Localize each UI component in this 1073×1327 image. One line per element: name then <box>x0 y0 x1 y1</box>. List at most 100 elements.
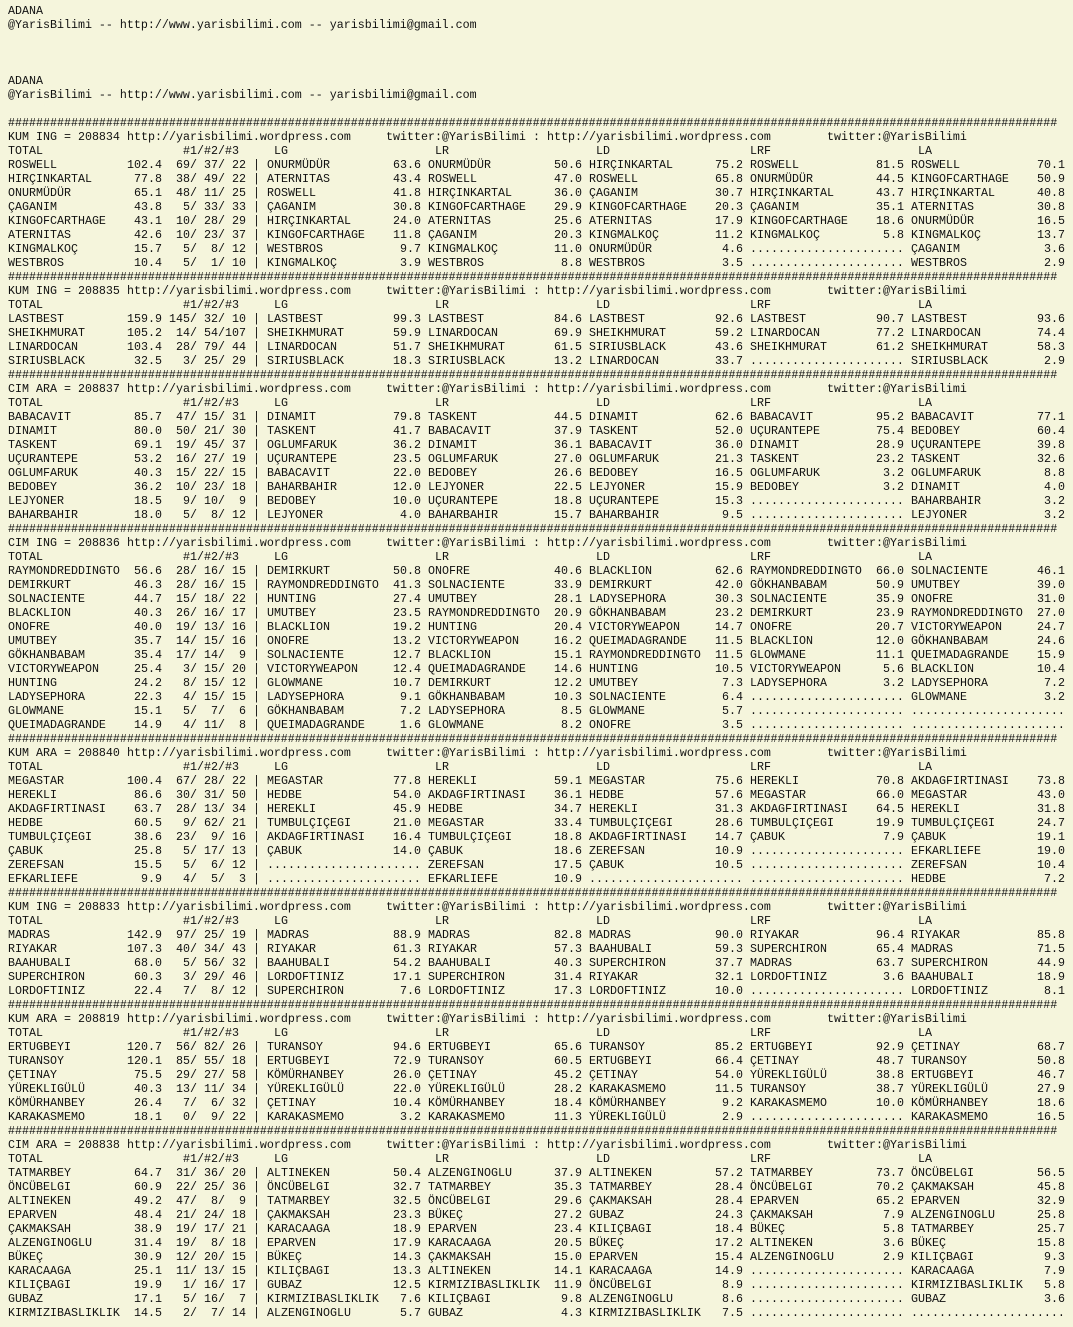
site-link[interactable]: http://yarisbilimi.wordpress.com <box>127 382 351 396</box>
ld-horse-name: BEDOBEY <box>589 466 638 480</box>
lrf-horse-name: OGLUMFARUK <box>750 466 820 480</box>
la-horse-name: VICTORYWEAPON <box>911 620 1002 634</box>
twitter-handle[interactable]: twitter:@YarisBilimi <box>386 900 526 914</box>
ld-horse-name: VICTORYWEAPON <box>589 620 680 634</box>
horse-name: TATMARBEY <box>8 1166 71 1180</box>
horse-name: EPARVEN <box>8 1208 57 1222</box>
row-divider: | <box>253 480 260 494</box>
lrf-horse-name: ONOFRE <box>750 620 792 634</box>
lrf-score: 7.9 <box>883 830 904 844</box>
row-divider: | <box>253 592 260 606</box>
la-score: 73.8 <box>1037 774 1065 788</box>
lg-horse-name: BAHARBAHIR <box>267 480 337 494</box>
lr-horse-name: HIRÇINKARTAL <box>428 186 512 200</box>
horse-name: BLACKLION <box>8 606 71 620</box>
ld-horse-name: TUMBULÇIÇEGI <box>589 816 673 830</box>
total-score: 53.2 <box>134 452 162 466</box>
lrf-score: 18.6 <box>876 214 904 228</box>
twitter-handle[interactable]: twitter:@YarisBilimi <box>827 130 967 144</box>
intro-title-line: ADANA <box>8 4 1073 18</box>
la-score: 3.2 <box>1044 690 1065 704</box>
lr-horse-name: ÖNCÜBELGI <box>428 1194 491 1208</box>
wins-count: 10/ 28/ 29 <box>169 214 246 228</box>
lr-score: 29.6 <box>554 1194 582 1208</box>
horse-name: ROSWELL <box>8 158 57 172</box>
twitter-handle[interactable]: twitter:@YarisBilimi <box>827 1138 967 1152</box>
la-score: 18.6 <box>1037 1096 1065 1110</box>
la-score: 7.2 <box>1044 872 1065 886</box>
header-la: LA <box>918 1152 932 1166</box>
twitter-handle[interactable]: twitter:@YarisBilimi <box>827 746 967 760</box>
site-link[interactable]: http://yarisbilimi.wordpress.com <box>547 284 771 298</box>
lg-score: 10.7 <box>393 676 421 690</box>
twitter-handle[interactable]: twitter:@YarisBilimi <box>827 382 967 396</box>
twitter-handle[interactable]: twitter:@YarisBilimi <box>827 536 967 550</box>
twitter-handle[interactable]: twitter:@YarisBilimi <box>386 284 526 298</box>
lrf-score: 38.8 <box>876 1068 904 1082</box>
twitter-handle[interactable]: twitter:@YarisBilimi <box>386 536 526 550</box>
horse-name: BÜKEÇ <box>8 1250 43 1264</box>
lr-score: 27.2 <box>554 1208 582 1222</box>
site-link[interactable]: http://yarisbilimi.wordpress.com <box>547 900 771 914</box>
twitter-handle[interactable]: twitter:@YarisBilimi <box>386 130 526 144</box>
site-link[interactable]: http://yarisbilimi.wordpress.com <box>547 1012 771 1026</box>
lg-horse-name: ONURMÜDÜR <box>267 158 330 172</box>
la-horse-name: ÇAKMAKSAH <box>911 1180 974 1194</box>
section-title-line: CIM ING = 208836 http://yarisbilimi.wordp… <box>8 536 1073 550</box>
header-lg: LG <box>274 144 288 158</box>
site-link[interactable]: http://yarisbilimi.wordpress.com <box>127 1012 351 1026</box>
lg-score: 23.5 <box>393 606 421 620</box>
site-link[interactable]: http://yarisbilimi.wordpress.com <box>127 1138 351 1152</box>
wins-count: 40/ 34/ 43 <box>169 942 246 956</box>
twitter-handle[interactable]: twitter:@YarisBilimi <box>386 382 526 396</box>
la-score: 19.1 <box>1037 830 1065 844</box>
lg-score: 22.0 <box>393 466 421 480</box>
twitter-handle[interactable]: twitter:@YarisBilimi <box>386 746 526 760</box>
lg-horse-name: ÇAGANIM <box>267 200 316 214</box>
header-lg: LG <box>274 914 288 928</box>
la-score: 13.7 <box>1037 228 1065 242</box>
site-link[interactable]: http://yarisbilimi.wordpress.com <box>127 130 351 144</box>
total-score: 25.8 <box>134 844 162 858</box>
la-score: 77.1 <box>1037 410 1065 424</box>
lrf-horse-name: ÖNCÜBELGI <box>750 1180 813 1194</box>
wins-count: 3/ 15/ 20 <box>169 662 246 676</box>
site-link[interactable]: http://yarisbilimi.wordpress.com <box>127 746 351 760</box>
total-score: 56.6 <box>134 564 162 578</box>
total-score: 100.4 <box>127 774 162 788</box>
site-link[interactable]: http://yarisbilimi.wordpress.com <box>127 536 351 550</box>
la-score: 46.1 <box>1037 564 1065 578</box>
ld-score: 10.5 <box>715 662 743 676</box>
site-link[interactable]: http://yarisbilimi.wordpress.com <box>127 284 351 298</box>
la-horse-name: ÇAGANIM <box>911 242 960 256</box>
lr-score: 27.0 <box>554 452 582 466</box>
site-link[interactable]: http://yarisbilimi.wordpress.com <box>127 900 351 914</box>
la-score: 70.1 <box>1037 158 1065 172</box>
site-link[interactable]: http://yarisbilimi.wordpress.com <box>547 746 771 760</box>
lg-score: 88.9 <box>393 928 421 942</box>
wins-count: 8/ 15/ 12 <box>169 676 246 690</box>
lrf-score: 50.9 <box>876 578 904 592</box>
twitter-handle[interactable]: twitter:@YarisBilimi <box>827 1012 967 1026</box>
site-link[interactable]: http://yarisbilimi.wordpress.com <box>547 1138 771 1152</box>
site-link[interactable]: http://yarisbilimi.wordpress.com <box>547 536 771 550</box>
twitter-handle[interactable]: twitter:@YarisBilimi <box>386 1012 526 1026</box>
lg-horse-name: SHEIKHMURAT <box>267 326 344 340</box>
lr-horse-name: QUEIMADAGRANDE <box>428 662 526 676</box>
table-row: HIRÇINKARTAL 77.8 38/ 49/ 22 | ATERNITAS 43.… <box>8 172 1073 186</box>
site-link[interactable]: http://yarisbilimi.wordpress.com <box>547 382 771 396</box>
twitter-handle[interactable]: twitter:@YarisBilimi <box>386 1138 526 1152</box>
row-divider: | <box>253 1040 260 1054</box>
lr-score: 14.1 <box>554 1264 582 1278</box>
total-score: 43.8 <box>134 200 162 214</box>
lg-horse-name: BEDOBEY <box>267 494 316 508</box>
table-row: HEREKLI 86.6 30/ 31/ 50 | HEDBE 54.0 AKDAGFIR… <box>8 788 1073 802</box>
twitter-handle[interactable]: twitter:@YarisBilimi <box>827 284 967 298</box>
table-row: AKDAGFIRTINASI 63.7 28/ 13/ 34 | HEREKLI 45.… <box>8 802 1073 816</box>
site-link[interactable]: http://yarisbilimi.wordpress.com <box>547 130 771 144</box>
wins-count: 5/ 6/ 12 <box>169 858 246 872</box>
lrf-empty: ...................... <box>750 1292 904 1306</box>
lg-horse-name: QUEIMADAGRANDE <box>267 718 365 732</box>
twitter-handle[interactable]: twitter:@YarisBilimi <box>827 900 967 914</box>
lrf-score: 19.9 <box>876 816 904 830</box>
